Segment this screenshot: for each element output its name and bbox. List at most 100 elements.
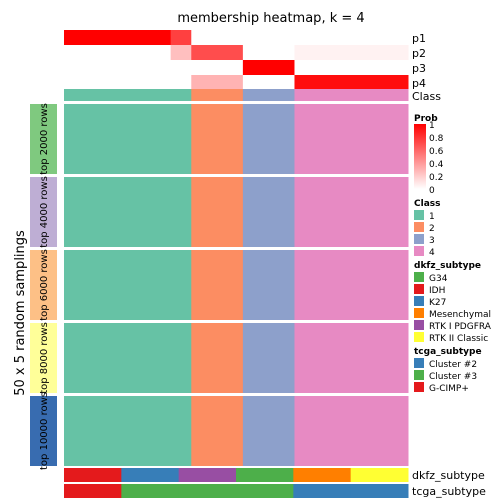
prob-tick-label: 1 — [429, 121, 435, 131]
row-group-strip — [30, 250, 57, 320]
sampling-cell — [242, 396, 295, 466]
tcga-legend-swatch — [414, 370, 424, 380]
sampling-cell — [64, 396, 172, 466]
prob-cell — [64, 45, 172, 60]
class-cell — [242, 89, 295, 101]
sampling-cell — [294, 104, 409, 174]
prob-row-label: p1 — [412, 32, 426, 45]
prob-cell — [191, 45, 244, 60]
class-row-label: Class — [412, 90, 441, 103]
prob-cell — [242, 30, 295, 45]
tcga-cell — [236, 484, 294, 498]
class-legend-label: 4 — [429, 248, 435, 258]
sampling-cell — [170, 323, 192, 393]
dkfz-legend-label: G34 — [429, 274, 448, 284]
tcga-cell — [293, 484, 352, 498]
prob-cell — [170, 75, 192, 90]
y-axis-label: 50 x 5 random samplings — [13, 230, 28, 396]
prob-tick-label: 0.4 — [429, 160, 444, 170]
prob-cell — [294, 30, 409, 45]
dkfz-cell — [121, 468, 180, 482]
row-group-label: top 8000 rows — [39, 322, 50, 394]
prob-cell — [64, 30, 172, 45]
row-group-label: top 10000 rows — [39, 392, 50, 470]
prob-cell — [294, 60, 409, 75]
tcga-cell — [121, 484, 180, 498]
class-legend-swatch — [414, 234, 424, 244]
chart-title: membership heatmap, k = 4 — [177, 11, 364, 26]
sampling-cell — [170, 250, 192, 320]
sampling-cell — [191, 396, 244, 466]
prob-cell — [191, 30, 244, 45]
dkfz-legend-swatch — [414, 284, 424, 294]
row-group-label: top 6000 rows — [39, 249, 50, 321]
dkfz-legend-swatch — [414, 320, 424, 330]
sampling-cell — [242, 177, 295, 247]
sampling-cell — [242, 323, 295, 393]
class-legend-label: 2 — [429, 224, 435, 234]
class-cell — [294, 89, 409, 101]
bottom-annotation-label: tcga_subtype — [412, 485, 486, 498]
row-group-label: top 2000 rows — [39, 103, 50, 175]
row-group-strip — [30, 323, 57, 393]
dkfz-cell — [178, 468, 237, 482]
tcga-legend-label: Cluster #3 — [429, 372, 477, 382]
sampling-cell — [170, 104, 192, 174]
prob-row-label: p2 — [412, 47, 426, 60]
class-legend-swatch — [414, 210, 424, 220]
legend-dkfz-title: dkfz_subtype — [414, 261, 481, 271]
prob-cell — [170, 45, 192, 60]
dkfz-legend-label: RTK I PDGFRA — [429, 322, 492, 332]
class-annotation-bar — [64, 89, 409, 101]
row-group-strip — [30, 396, 57, 466]
sampling-cell — [64, 250, 172, 320]
prob-cell — [170, 60, 192, 75]
prob-cell — [64, 60, 172, 75]
sampling-cell — [191, 250, 244, 320]
sampling-cell — [64, 104, 172, 174]
prob-cell — [170, 30, 192, 45]
bottom-annotation-label: dkfz_subtype — [412, 469, 485, 482]
bottom-annotations: dkfz_subtype tcga_subtype — [64, 468, 486, 498]
prob-cell — [294, 75, 409, 90]
sampling-cell — [191, 104, 244, 174]
prob-tick-label: 0.2 — [429, 173, 443, 183]
tcga-legend-swatch — [414, 358, 424, 368]
prob-tick-label: 0.8 — [429, 134, 444, 144]
prob-cell — [191, 60, 244, 75]
dkfz-cell — [350, 468, 409, 482]
row-group-strip — [30, 177, 57, 247]
legend-tcga-title: tcga_subtype — [414, 347, 482, 357]
prob-row-label: p3 — [412, 62, 426, 75]
dkfz-legend-label: K27 — [429, 298, 446, 308]
sampling-cell — [294, 250, 409, 320]
class-cell — [191, 89, 244, 101]
class-legend-swatch — [414, 222, 424, 232]
prob-cell — [242, 75, 295, 90]
sampling-cell — [294, 177, 409, 247]
prob-colorbar — [414, 124, 426, 189]
tcga-legend-swatch — [414, 382, 424, 392]
prob-tick-label: 0.6 — [429, 147, 444, 157]
sampling-cell — [191, 323, 244, 393]
probability-row-labels: p1 p2 p3 p4 — [412, 32, 426, 90]
sampling-heatmap — [64, 104, 409, 466]
dkfz-legend-swatch — [414, 332, 424, 342]
dkfz-legend-label: RTK II Classic — [429, 334, 488, 344]
probability-heatmap — [64, 30, 409, 90]
sampling-cell — [294, 396, 409, 466]
tcga-cell — [64, 484, 122, 498]
class-legend-label: 3 — [429, 236, 435, 246]
sampling-cell — [294, 323, 409, 393]
dkfz-legend-swatch — [414, 308, 424, 318]
class-legend-swatch — [414, 246, 424, 256]
tcga-legend-label: Cluster #2 — [429, 360, 477, 370]
sampling-cell — [64, 177, 172, 247]
prob-cell — [191, 75, 244, 90]
class-cell — [64, 89, 172, 101]
sampling-cell — [170, 396, 192, 466]
row-group-strip — [30, 104, 57, 174]
dkfz-legend-swatch — [414, 296, 424, 306]
